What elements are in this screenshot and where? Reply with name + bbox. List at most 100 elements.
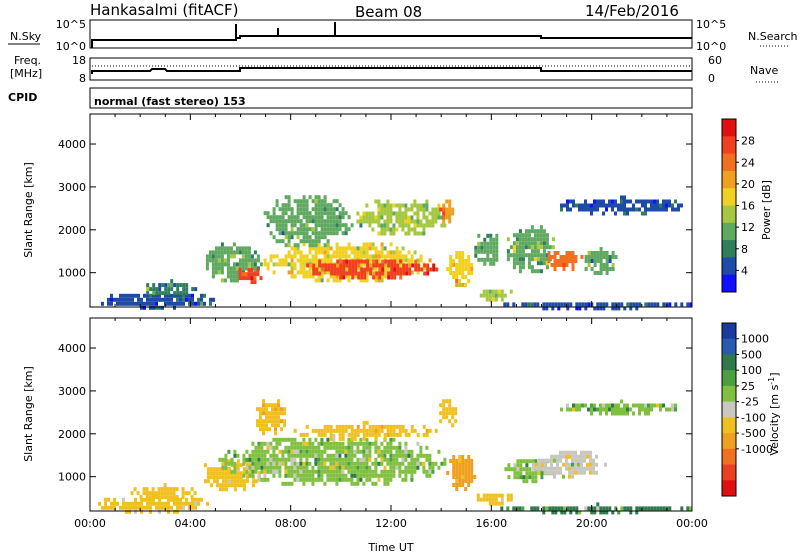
echo-cell	[311, 477, 315, 482]
echo-cell	[608, 259, 612, 263]
echo-cell	[383, 473, 387, 478]
echo-cell	[386, 219, 390, 224]
echo-cell	[241, 258, 245, 263]
echo-cell	[623, 403, 626, 408]
echo-cell	[320, 235, 324, 240]
echo-cell	[299, 477, 303, 482]
echo-cell	[611, 411, 614, 416]
echo-cell	[131, 293, 134, 298]
echo-cell	[320, 274, 324, 279]
echo-region	[500, 502, 693, 515]
echo-cell	[362, 278, 366, 283]
echo-cell	[593, 259, 597, 263]
echo-cell	[559, 458, 562, 463]
echo-cell	[584, 506, 588, 511]
echo-cell	[272, 437, 276, 442]
echo-cell	[260, 445, 264, 450]
echo-cell	[332, 250, 336, 255]
echo-cell	[277, 423, 280, 428]
echo-cell	[221, 471, 225, 476]
echo-cell	[423, 263, 427, 268]
echo-cell	[488, 493, 492, 498]
echo-cell	[155, 287, 159, 292]
echo-cell	[345, 263, 349, 268]
echo-cell	[218, 483, 222, 488]
echo-cell	[155, 293, 158, 298]
echo-cell	[236, 459, 240, 464]
echo-cell	[386, 250, 390, 255]
colorbar-swatch	[722, 119, 736, 137]
echo-cell	[565, 263, 569, 267]
colorbar-tick-label: 20	[741, 178, 755, 191]
echo-cell	[410, 270, 414, 275]
echo-cell	[455, 479, 459, 483]
echo-cell	[572, 506, 576, 511]
echo-cell	[542, 510, 546, 515]
echo-cell	[544, 462, 547, 467]
echo-cell	[200, 293, 203, 298]
echo-cell	[232, 274, 236, 279]
echo-cell	[104, 497, 107, 502]
echo-cell	[518, 257, 522, 262]
echo-cell	[389, 227, 393, 232]
echo-cell	[357, 259, 361, 264]
echo-cell	[656, 506, 660, 511]
echo-cell	[362, 246, 366, 251]
echo-cell	[540, 475, 544, 480]
echo-cell	[580, 466, 583, 471]
echo-cell	[560, 203, 563, 208]
echo-cell	[425, 207, 429, 212]
echo-cell	[344, 473, 348, 478]
echo-cell	[229, 270, 233, 275]
echo-cell	[329, 246, 333, 251]
echo-cell	[515, 253, 519, 258]
echo-cell	[333, 263, 337, 268]
echo-cell	[626, 411, 629, 416]
echo-cell	[556, 263, 560, 267]
echo-cell	[539, 261, 543, 266]
echo-cell	[242, 487, 246, 492]
echo-cell	[284, 195, 288, 200]
echo-cell	[116, 297, 119, 302]
echo-cell	[342, 259, 346, 264]
echo-cell	[320, 270, 324, 275]
echo-cell	[458, 255, 462, 259]
echo-cell	[308, 215, 312, 220]
echo-cell	[330, 271, 334, 276]
echo-cell	[305, 215, 309, 220]
echo-cell	[332, 223, 336, 228]
echo-cell	[241, 272, 245, 277]
echo-cell	[326, 207, 330, 212]
echo-cell	[326, 219, 330, 224]
echo-cell	[451, 207, 455, 212]
echo-cell	[489, 237, 493, 242]
echo-cell	[259, 411, 262, 416]
x-tick-label: 00:00	[74, 517, 106, 530]
echo-cell	[458, 479, 462, 483]
echo-cell	[580, 450, 583, 455]
echo-cell	[580, 470, 583, 475]
echo-cell	[584, 255, 588, 259]
echo-cell	[586, 462, 589, 467]
echo-cell	[260, 449, 264, 454]
echo-cell	[244, 262, 248, 267]
echo-cell	[386, 445, 390, 450]
echo-cell	[290, 445, 294, 450]
echo-cell	[290, 469, 294, 474]
echo-cell	[662, 199, 665, 204]
echo-cell	[398, 449, 402, 454]
echo-cell	[185, 297, 188, 302]
echo-cell	[434, 428, 438, 433]
echo-cell	[530, 245, 534, 250]
echo-cell	[375, 259, 379, 264]
echo-cell	[299, 231, 303, 236]
echo-cell	[556, 454, 559, 459]
echo-cell	[416, 453, 420, 458]
echo-cell	[305, 254, 309, 259]
echo-cell	[254, 449, 258, 454]
echo-cell	[332, 219, 336, 224]
echo-cell	[371, 428, 375, 433]
echo-cell	[599, 255, 603, 259]
echo-cell	[326, 457, 330, 462]
echo-cell	[262, 427, 265, 432]
